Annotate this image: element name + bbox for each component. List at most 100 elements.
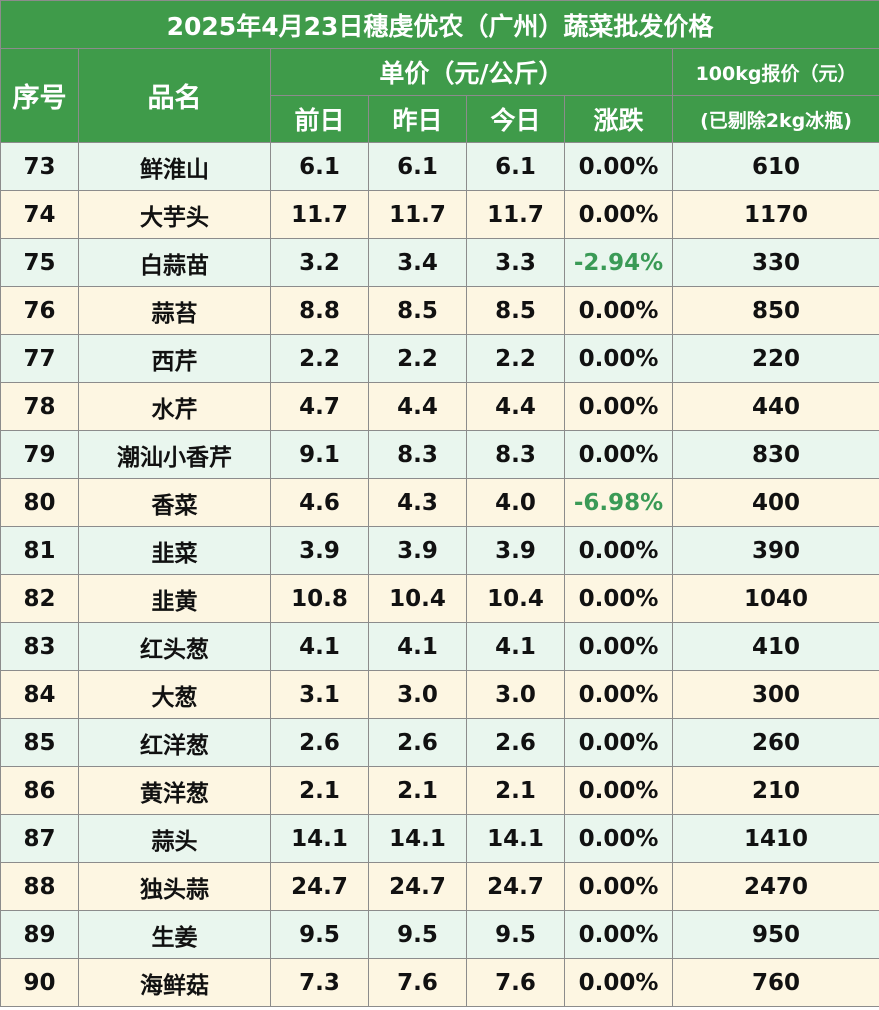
cell-seq: 86	[0, 766, 79, 815]
cell-change: 0.00%	[564, 286, 673, 335]
header-prev-day: 前日	[270, 95, 369, 143]
cell-quote-100kg: 1410	[671, 814, 879, 863]
table-row: 74 大芋头 11.7 11.7 11.7 0.00% 1170	[0, 190, 879, 239]
cell-today: 11.7	[466, 190, 565, 239]
cell-name: 蒜苔	[78, 286, 271, 335]
header-quote-100kg: 100kg报价（元）	[671, 48, 879, 96]
table-row: 84 大葱 3.1 3.0 3.0 0.00% 300	[0, 670, 879, 719]
cell-name: 大葱	[78, 670, 271, 719]
cell-prev-day: 11.7	[270, 190, 369, 239]
table-row: 86 黄洋葱 2.1 2.1 2.1 0.00% 210	[0, 766, 879, 815]
cell-yesterday: 24.7	[368, 862, 467, 911]
cell-yesterday: 9.5	[368, 910, 467, 959]
cell-yesterday: 2.2	[368, 334, 467, 383]
cell-change: 0.00%	[564, 190, 673, 239]
cell-today: 4.0	[466, 478, 565, 527]
cell-quote-100kg: 1040	[671, 574, 879, 623]
cell-seq: 85	[0, 718, 79, 767]
cell-prev-day: 14.1	[270, 814, 369, 863]
cell-today: 2.1	[466, 766, 565, 815]
cell-change: 0.00%	[564, 622, 673, 671]
table-row: 83 红头葱 4.1 4.1 4.1 0.00% 410	[0, 622, 879, 671]
cell-today: 2.2	[466, 334, 565, 383]
cell-quote-100kg: 1170	[671, 190, 879, 239]
cell-today: 10.4	[466, 574, 565, 623]
cell-seq: 76	[0, 286, 79, 335]
cell-prev-day: 3.2	[270, 238, 369, 287]
cell-quote-100kg: 950	[671, 910, 879, 959]
cell-seq: 77	[0, 334, 79, 383]
cell-yesterday: 4.3	[368, 478, 467, 527]
cell-change: 0.00%	[564, 142, 673, 191]
cell-today: 8.3	[466, 430, 565, 479]
cell-yesterday: 7.6	[368, 958, 467, 1007]
cell-yesterday: 2.6	[368, 718, 467, 767]
cell-yesterday: 3.4	[368, 238, 467, 287]
table-row: 79 潮汕小香芹 9.1 8.3 8.3 0.00% 830	[0, 430, 879, 479]
cell-prev-day: 2.1	[270, 766, 369, 815]
cell-yesterday: 3.9	[368, 526, 467, 575]
cell-today: 8.5	[466, 286, 565, 335]
cell-today: 3.0	[466, 670, 565, 719]
cell-today: 24.7	[466, 862, 565, 911]
cell-today: 2.6	[466, 718, 565, 767]
cell-change: 0.00%	[564, 814, 673, 863]
cell-change: 0.00%	[564, 574, 673, 623]
page-title: 2025年4月23日穗虔优农（广州）蔬菜批发价格	[0, 0, 879, 49]
cell-today: 9.5	[466, 910, 565, 959]
cell-prev-day: 9.1	[270, 430, 369, 479]
table-row: 89 生姜 9.5 9.5 9.5 0.00% 950	[0, 910, 879, 959]
cell-quote-100kg: 2470	[671, 862, 879, 911]
cell-seq: 79	[0, 430, 79, 479]
cell-today: 7.6	[466, 958, 565, 1007]
cell-yesterday: 4.1	[368, 622, 467, 671]
table-row: 90 海鲜菇 7.3 7.6 7.6 0.00% 760	[0, 958, 879, 1007]
cell-prev-day: 3.9	[270, 526, 369, 575]
cell-quote-100kg: 260	[671, 718, 879, 767]
table-row: 78 水芹 4.7 4.4 4.4 0.00% 440	[0, 382, 879, 431]
cell-change: 0.00%	[564, 718, 673, 767]
cell-yesterday: 10.4	[368, 574, 467, 623]
table-row: 87 蒜头 14.1 14.1 14.1 0.00% 1410	[0, 814, 879, 863]
table-row: 88 独头蒜 24.7 24.7 24.7 0.00% 2470	[0, 862, 879, 911]
cell-seq: 81	[0, 526, 79, 575]
cell-seq: 83	[0, 622, 79, 671]
cell-change: 0.00%	[564, 862, 673, 911]
cell-name: 生姜	[78, 910, 271, 959]
cell-name: 红洋葱	[78, 718, 271, 767]
header-yesterday: 昨日	[368, 95, 467, 143]
cell-change: 0.00%	[564, 334, 673, 383]
cell-prev-day: 4.6	[270, 478, 369, 527]
cell-name: 红头葱	[78, 622, 271, 671]
cell-name: 香菜	[78, 478, 271, 527]
cell-yesterday: 6.1	[368, 142, 467, 191]
cell-name: 潮汕小香芹	[78, 430, 271, 479]
cell-name: 独头蒜	[78, 862, 271, 911]
cell-yesterday: 8.3	[368, 430, 467, 479]
cell-seq: 90	[0, 958, 79, 1007]
cell-today: 4.1	[466, 622, 565, 671]
cell-seq: 88	[0, 862, 79, 911]
cell-yesterday: 14.1	[368, 814, 467, 863]
cell-quote-100kg: 400	[671, 478, 879, 527]
cell-prev-day: 7.3	[270, 958, 369, 1007]
cell-prev-day: 2.2	[270, 334, 369, 383]
cell-seq: 89	[0, 910, 79, 959]
cell-prev-day: 9.5	[270, 910, 369, 959]
cell-yesterday: 3.0	[368, 670, 467, 719]
cell-today: 3.9	[466, 526, 565, 575]
cell-name: 鲜淮山	[78, 142, 271, 191]
cell-name: 海鲜菇	[78, 958, 271, 1007]
cell-today: 3.3	[466, 238, 565, 287]
cell-prev-day: 6.1	[270, 142, 369, 191]
header-change: 涨跌	[564, 95, 673, 143]
cell-prev-day: 4.1	[270, 622, 369, 671]
cell-name: 韭菜	[78, 526, 271, 575]
cell-name: 水芹	[78, 382, 271, 431]
cell-name: 韭黄	[78, 574, 271, 623]
cell-name: 白蒜苗	[78, 238, 271, 287]
cell-change: 0.00%	[564, 526, 673, 575]
table-row: 80 香菜 4.6 4.3 4.0 -6.98% 400	[0, 478, 879, 527]
cell-yesterday: 4.4	[368, 382, 467, 431]
